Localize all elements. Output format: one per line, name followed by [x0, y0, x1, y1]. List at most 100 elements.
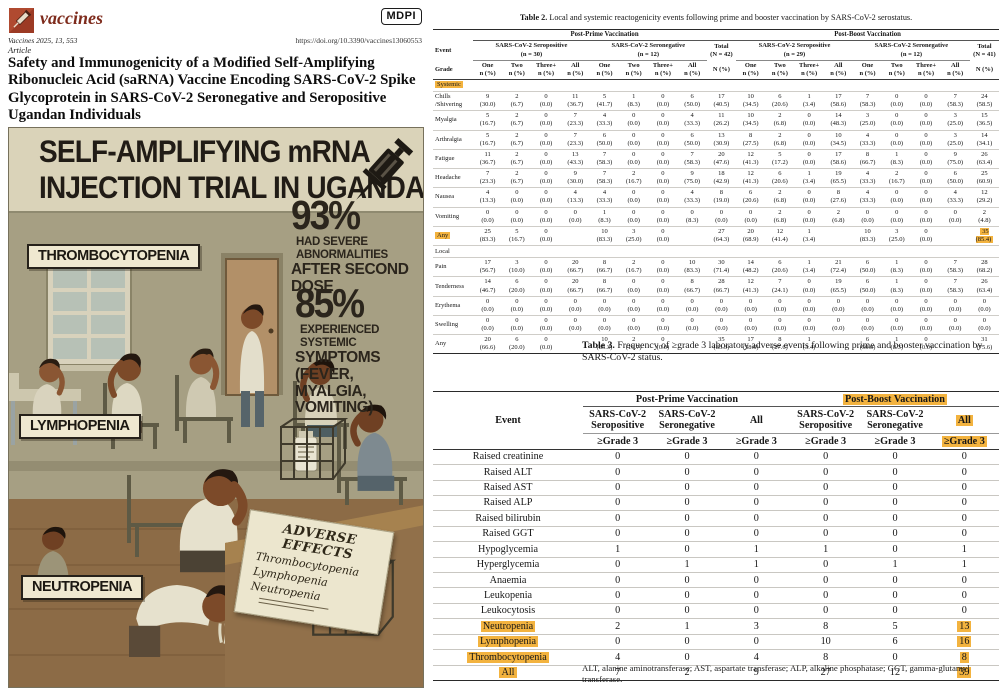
table-row: Thrombocytopenia 4 0 4 8 0 8 — [433, 649, 1000, 666]
t2-cell: 8 (27.6) — [772, 336, 788, 352]
seated-person-figure — [179, 469, 248, 573]
t3-row-label: Raised ALT — [433, 464, 583, 481]
t2-cell: 0 (0.0) — [619, 110, 649, 131]
t2-cell: 0 (0.0) — [531, 276, 561, 297]
t3-cell: 1 — [583, 541, 653, 558]
t2-cell: 6 (50.0) — [852, 257, 883, 278]
stat-text: ABNORMALITIES — [296, 248, 388, 261]
t2-cell: 0 (0.0) — [531, 91, 561, 112]
t3-cell: 0 — [860, 541, 930, 558]
t2-cell: 12 (29.2) — [969, 187, 1000, 208]
t3-cell: 0 — [791, 572, 861, 589]
table-row: Tenderness 14 (46.7) 6 (20.0) 0 (0.0) 20 (66… — [433, 276, 1000, 297]
t2-cell: 0 (0.0) — [648, 276, 678, 297]
t2-cell: 0 (0.0) — [648, 315, 678, 336]
t3-cell: 13 — [929, 618, 1000, 635]
t2-cell: 0 (0.0) — [619, 296, 649, 316]
t2-cell: 0 (0.0) — [882, 207, 912, 227]
t3-sub-header: ≥Grade 3 — [860, 433, 930, 450]
t2-row-label: Any — [435, 340, 447, 348]
t2-cell: 11 (26.2) — [706, 110, 737, 131]
t2-cell: 4 (33.3) — [940, 187, 970, 208]
t2-cell: 10 (83.3) — [596, 336, 613, 352]
t2-cell: 2 (6.8) — [765, 110, 795, 131]
t2-cell: 17 (40.5) — [706, 91, 737, 112]
t2-cell: 3 (25.0) — [940, 130, 970, 150]
t2-cell: 3 (10.0) — [502, 257, 532, 278]
t3-cell: 0 — [652, 603, 722, 620]
t2-cell: 0 (0.0) — [473, 207, 503, 227]
t2-cell: 35 (85.4) — [969, 226, 1000, 247]
table-row: Chills /Shivering 9 (30.0) 2 (6.7) 0 (0.0) 1… — [433, 91, 1000, 112]
table-row: Event SARS-CoV-2 Seropositive (n = 30) SAR… — [433, 40, 999, 61]
t3-cell: 0 — [860, 480, 930, 496]
t2-grade-col-header: Three+ n (%) — [648, 60, 678, 80]
t3-cell: 0 — [583, 449, 653, 466]
t3-cell: 0 — [860, 587, 930, 604]
t2-grade-col-header: Two n (%) — [502, 60, 532, 80]
t2-cell: 3 (25.0) — [619, 226, 649, 247]
caged-vial — [280, 418, 349, 480]
t2-cell: 11 (36.7) — [560, 91, 590, 112]
t2-cell: 2 (16.7) — [619, 257, 649, 278]
t2-cell: 10 (83.3) — [589, 226, 620, 247]
t2-cell: 7 (58.3) — [940, 257, 970, 278]
t2-cell: 12 (41.4) — [765, 226, 795, 247]
t3-cell: 2 — [583, 618, 653, 635]
t2-cell: 0 (0.0) — [531, 226, 561, 247]
t3-cell: 0 — [652, 480, 722, 496]
t3-row-label: Raised AST — [433, 480, 583, 496]
table-row: Hypoglycemia 1 0 1 1 0 1 — [433, 541, 1000, 558]
t2-cell: 0 (0.0) — [531, 257, 561, 278]
t2-cell: 4 (13.3) — [473, 187, 503, 208]
t2-cell: 0 (0.0) — [677, 315, 707, 336]
t2-cell: 4 (33.3) — [852, 168, 883, 189]
t2-cell: 3 (25.0) — [852, 110, 883, 131]
t2-row-label: Any — [433, 226, 473, 247]
t2-cell: 0 (0.0) — [940, 296, 970, 316]
t3-cell: 0 — [721, 480, 791, 496]
t3-cell: 0 — [652, 541, 722, 558]
t2-cell: 2 (6.7) — [502, 110, 532, 131]
t3-row-label: Raised ALP — [433, 495, 583, 512]
t3-sub-header: ≥Grade 3 — [583, 433, 653, 450]
t2-cell: 2 (6.8) — [765, 187, 795, 208]
t2-cell: 0 (0.0) — [502, 315, 532, 336]
t2-cell: 0 (0.0) — [911, 315, 941, 336]
table-row: Raised AST 0 0 0 0 0 0 — [433, 480, 1000, 496]
t2-cell: 0 (0.0) — [706, 315, 737, 336]
label-thrombocytopenia: THROMBOCYTOPENIA — [27, 244, 201, 269]
table-row: Anaemia 0 0 0 0 0 0 — [433, 572, 1000, 589]
t3-cell: 0 — [652, 634, 722, 651]
t2-cell: 19 (65.5) — [823, 168, 853, 189]
t2-cell: 0 (0.0) — [706, 296, 737, 316]
t2-cell: 7 (58.3) — [940, 276, 970, 297]
t2-cell: 0 (0.0) — [531, 149, 561, 170]
t2-cell: 6 (20.6) — [765, 168, 795, 189]
t3-cell: 0 — [721, 449, 791, 466]
t3-cell: 0 — [860, 603, 930, 620]
t2-cell: 0 (0.0) — [531, 187, 561, 208]
t2-cell: 0 (0.0) — [794, 130, 824, 150]
t2-cell: 0 (0.0) — [919, 336, 933, 352]
t2-cell: 7 (23.3) — [473, 168, 503, 189]
graphical-abstract-illustration: SELF-AMPLIFYING mRNA INJECTION TRIAL IN … — [8, 127, 424, 688]
t2-cell: 0 (0.0) — [794, 296, 824, 316]
t2-cell: 7 (24.1) — [765, 276, 795, 297]
t2-serostatus-header: Total (N = 42) — [710, 42, 733, 58]
t2-cell: 26 (63.4) — [969, 149, 1000, 170]
t3-cell: 8 — [929, 649, 1000, 666]
table-row: Systemic — [433, 79, 1000, 93]
t2-cell: 9 (75.0) — [940, 149, 970, 170]
t3-cell: 1 — [929, 541, 1000, 558]
t3-cell: 0 — [929, 480, 1000, 496]
table-row: Myalgia 5 (16.7) 2 (6.7) 0 (0.0) 7 (23.3) 4 (… — [433, 110, 1000, 131]
t2-cell: 14 (34.1) — [969, 130, 1000, 150]
journal-header: vaccines MDPI — [8, 6, 422, 36]
doi-link[interactable]: https://doi.org/10.3390/vaccines13060553 — [295, 36, 422, 45]
t3-cell: 0 — [583, 557, 653, 574]
t2-grade-col-header: Two n (%) — [619, 60, 649, 80]
t3-cell: 8 — [791, 618, 861, 635]
t3-cell: 0 — [652, 510, 722, 527]
t2-cell: 0 (0.0) — [736, 315, 766, 336]
